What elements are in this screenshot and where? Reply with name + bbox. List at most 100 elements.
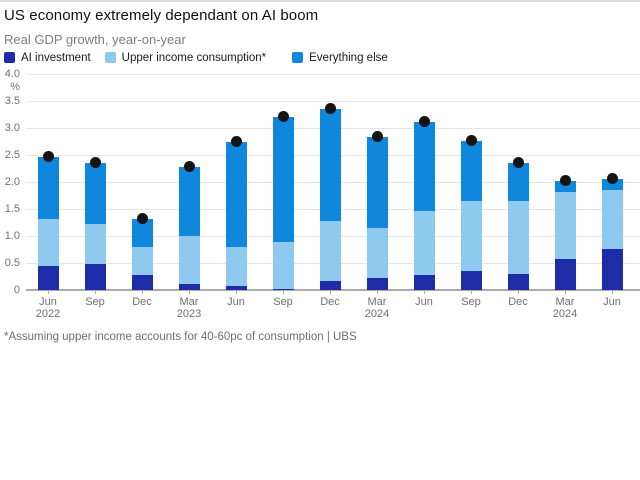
x-axis-tick (95, 291, 96, 294)
bar-segment-upper (507, 200, 529, 274)
gridline (26, 74, 640, 75)
legend-swatch-icon (104, 52, 116, 63)
bar-segment-upper (84, 224, 106, 265)
x-axis-month-label: Jun (39, 296, 57, 308)
legend-swatch-icon (292, 52, 304, 63)
x-axis-tick (283, 291, 284, 294)
total-dot-marker (42, 150, 54, 162)
total-dot-marker (371, 131, 383, 143)
y-axis-tick-label: 2.5 (4, 149, 20, 161)
x-axis-tick (565, 291, 566, 294)
bar-segment-ai (507, 273, 529, 290)
x-axis-month-label: Sep (85, 296, 105, 308)
x-axis-month-label: Dec (508, 296, 528, 308)
bar-segment-ai (366, 278, 388, 290)
y-axis-unit-label: % (10, 81, 20, 93)
bar-segment-upper (178, 236, 200, 284)
bar-segment-ai (37, 265, 59, 290)
x-axis-year-label: 2024 (364, 308, 390, 320)
legend-item-label: Upper income consumption* (121, 51, 267, 64)
x-axis-tick (377, 291, 378, 294)
bar-segment-upper (460, 200, 482, 272)
y-axis-tick-label: 0 (13, 284, 20, 296)
x-axis-tick (236, 291, 237, 294)
bar-segment-else (460, 140, 482, 201)
x-axis-month-label: Mar (555, 296, 575, 308)
bar-segment-upper (366, 228, 388, 279)
x-axis-year-label: 2022 (35, 308, 61, 320)
x-axis-tick (612, 291, 613, 294)
x-axis-tick (471, 291, 472, 294)
y-axis-tick-label: 0.5 (4, 257, 20, 269)
total-dot-marker (183, 160, 195, 172)
total-dot-marker (559, 174, 571, 186)
bar-segment-upper (37, 219, 59, 266)
x-axis-month-label: Jun (227, 296, 245, 308)
x-axis-month-label: Sep (461, 296, 481, 308)
y-axis-tick-label: 3.0 (4, 122, 20, 134)
legend-swatch-icon (4, 52, 15, 63)
legend-item: Upper income consumption* (104, 51, 267, 64)
chart-subtitle: Real GDP growth, year-on-year (4, 32, 186, 47)
bar-segment-ai (413, 274, 435, 290)
bar-segment-else (84, 162, 106, 225)
legend-item: AI investment (4, 52, 91, 64)
x-axis-tick (142, 291, 143, 294)
legend-item-label: Everything else (309, 51, 388, 64)
x-axis-year-label: 2023 (176, 308, 202, 320)
bar-segment-upper (131, 246, 153, 275)
chart-title: US economy extremely dependant on AI boo… (4, 7, 319, 24)
legend: AI investment Upper income consumption* Ev… (4, 51, 414, 64)
x-axis-year-label: 2024 (552, 308, 578, 320)
plot-area: 0 0.5 1.0 1.5 2.0 2.5 3.0 3.5 4.0% Jun 2022 Sep Dec M… (4, 69, 640, 320)
bar-segment-upper (319, 220, 341, 282)
total-dot-marker (324, 102, 336, 114)
x-axis-month-label: Jun (603, 296, 621, 308)
bar-segment-ai (554, 259, 576, 290)
x-axis-month-label: Sep (273, 296, 293, 308)
legend-item-label: AI investment (21, 51, 91, 64)
bar-segment-else (319, 108, 341, 221)
bar-segment-ai (601, 248, 623, 290)
bar-segment-else (178, 166, 200, 236)
y-axis-tick-label: 1.5 (4, 203, 20, 215)
bar-segment-else (554, 180, 576, 192)
footnote: *Assuming upper income accounts for 40-6… (4, 331, 357, 343)
x-axis-month-label: Mar (179, 296, 199, 308)
bar-segment-ai (225, 286, 247, 290)
bar-segment-else (413, 121, 435, 212)
bar-segment-else (37, 156, 59, 220)
bar-segment-else (131, 218, 153, 247)
total-dot-marker (89, 156, 101, 168)
bar-segment-else (366, 137, 388, 229)
total-dot-marker (606, 173, 618, 185)
total-dot-marker (230, 135, 242, 147)
x-axis-month-label: Jun (415, 296, 433, 308)
bar-segment-upper (225, 246, 247, 287)
bar-segment-ai (84, 264, 106, 290)
total-dot-marker (418, 115, 430, 127)
x-axis-tick (330, 291, 331, 294)
x-axis-month-label: Mar (367, 296, 387, 308)
total-dot-marker (512, 156, 524, 168)
bar-segment-ai (131, 274, 153, 290)
y-axis-tick-label: 2.0 (4, 176, 20, 188)
bar-segment-upper (601, 190, 623, 249)
legend-item: Everything else (292, 52, 388, 64)
bar-segment-upper (554, 191, 576, 260)
bar-segment-upper (272, 242, 294, 289)
bar-segment-ai (319, 281, 341, 290)
y-axis-tick-label: 3.5 (4, 95, 20, 107)
x-axis-month-label: Dec (132, 296, 152, 308)
total-dot-marker (465, 134, 477, 146)
gridline (26, 101, 640, 102)
y-axis-tick-label: 1.0 (4, 230, 20, 242)
bar-segment-else (225, 141, 247, 247)
x-axis-tick (518, 291, 519, 294)
bar-segment-ai (178, 283, 200, 290)
total-dot-marker (136, 212, 148, 224)
bar-segment-upper (413, 211, 435, 275)
bar-segment-else (507, 162, 529, 201)
bar-segment-else (272, 116, 294, 243)
